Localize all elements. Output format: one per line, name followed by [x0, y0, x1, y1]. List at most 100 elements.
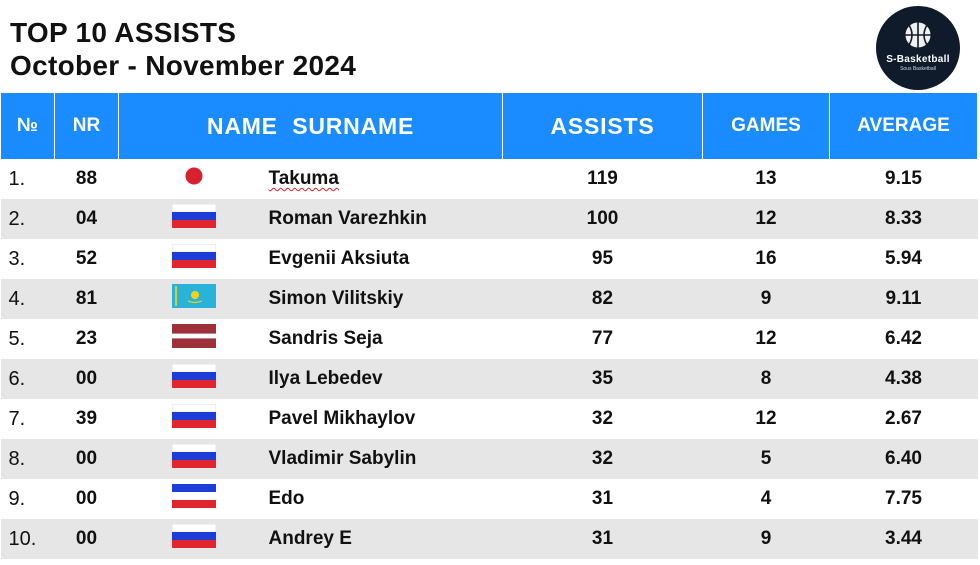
table-row: 6. 00 Ilya Lebedev 35 8 4.38 — [0, 359, 978, 399]
jersey-number-cell: 23 — [75, 328, 98, 349]
header-nr: NR — [54, 93, 119, 159]
player-name: Ilya Lebedev — [268, 368, 383, 389]
rank-cell: 10. — [0, 519, 55, 559]
jersey-number-cell: 81 — [54, 279, 119, 319]
jersey-number-cell: 00 — [54, 439, 119, 479]
jersey-number-cell: 39 — [75, 408, 98, 429]
assists-cell: 100 — [502, 199, 703, 239]
header-average: AVERAGE — [829, 93, 978, 159]
russia-flag-icon — [171, 203, 216, 234]
average-cell: 6.40 — [829, 439, 978, 479]
russia-flag-icon — [171, 443, 216, 474]
table-row: 10. 00 Andrey E 31 9 3.44 — [0, 519, 978, 559]
table-row: 3. 52 Evgenii Aksiuta 95 16 5.94 — [1, 239, 978, 279]
games-cell: 8 — [702, 359, 830, 399]
average-cell: 8.33 — [829, 199, 978, 239]
player-cell: Takuma — [119, 159, 503, 199]
table-header-row: № NR NAME SURNAME ASSISTS GAMES AVERAGE — [0, 93, 978, 159]
table-row: 2. 04 Roman Varezhkin 100 12 8.33 — [0, 199, 978, 239]
assists-cell: 32 — [591, 408, 614, 429]
player-name: Takuma — [268, 168, 339, 189]
jersey-number-cell: 52 — [75, 248, 98, 269]
assists-cell: 31 — [502, 519, 703, 559]
assists-table: № NR NAME SURNAME ASSISTS GAMES AVERAGE … — [0, 93, 978, 559]
player-name: Andrey E — [268, 528, 352, 549]
header-name: NAME SURNAME — [118, 93, 503, 159]
jersey-number-cell: 00 — [54, 519, 119, 559]
logo-subtitle: Sous Basketball — [900, 66, 936, 72]
average-cell: 9.11 — [829, 279, 978, 319]
header-games: GAMES — [702, 93, 830, 159]
player-cell: Pavel Mikhaylov — [119, 399, 503, 439]
table-row: 9. 00 Edo 31 4 7.75 — [1, 479, 978, 519]
player-name: Roman Varezhkin — [268, 208, 427, 229]
assists-cell: 31 — [591, 488, 614, 509]
assists-cell: 35 — [502, 359, 703, 399]
average-cell: 5.94 — [885, 248, 922, 269]
player-name: Vladimir Sabylin — [268, 448, 417, 469]
rank-cell: 7. — [8, 407, 26, 430]
russia-flag-icon — [171, 363, 216, 394]
latvia-flag-icon — [171, 324, 216, 354]
rank-cell: 8. — [0, 439, 55, 479]
header-assists: ASSISTS — [502, 93, 703, 159]
player-name: Evgenii Aksiuta — [268, 248, 410, 269]
brand-logo: S-Basketball Sous Basketball — [876, 6, 960, 90]
player-name: Sandris Seja — [268, 328, 383, 349]
japan-flag-icon — [185, 167, 203, 191]
rank-cell: 2. — [0, 199, 55, 239]
russia-flag-icon — [171, 403, 216, 434]
player-name: Simon Vilitskiy — [268, 288, 404, 309]
table-row: 5. 23 Sandris Seja 77 12 6.42 — [1, 319, 978, 359]
assists-cell: 82 — [502, 279, 703, 319]
games-cell: 5 — [702, 439, 830, 479]
rank-cell: 1. — [8, 167, 26, 190]
games-cell: 13 — [755, 168, 777, 189]
games-cell: 9 — [702, 279, 830, 319]
games-cell: 12 — [755, 328, 777, 349]
rank-cell: 3. — [8, 247, 26, 270]
average-cell: 9.15 — [885, 168, 922, 189]
basketball-icon — [904, 21, 932, 49]
games-cell: 16 — [755, 248, 777, 269]
average-cell: 7.75 — [885, 488, 922, 509]
average-cell: 3.44 — [829, 519, 978, 559]
assists-cell: 32 — [502, 439, 703, 479]
assists-cell: 119 — [587, 168, 618, 189]
player-cell: Sandris Seja — [119, 319, 503, 359]
table-row: 4. 81 Simon Vilitskiy 82 9 9.11 — [0, 279, 978, 319]
player-name: Pavel Mikhaylov — [268, 408, 416, 429]
jersey-number-cell: 88 — [75, 168, 98, 189]
serbia-flag-icon — [171, 484, 216, 514]
rank-cell: 5. — [8, 327, 26, 350]
table-row: 8. 00 Vladimir Sabylin 32 5 6.40 — [0, 439, 978, 479]
russia-flag-icon — [171, 243, 216, 274]
games-cell: 4 — [760, 488, 772, 509]
player-name: Edo — [268, 488, 305, 509]
jersey-number-cell: 00 — [75, 488, 98, 509]
average-cell: 2.67 — [885, 408, 922, 429]
player-cell: Andrey E — [118, 519, 503, 559]
table-row: 7. 39 Pavel Mikhaylov 32 12 2.67 — [1, 399, 978, 439]
player-cell: Edo — [119, 479, 503, 519]
rank-cell: 4. — [0, 279, 55, 319]
rank-cell: 6. — [0, 359, 55, 399]
games-cell: 12 — [755, 408, 777, 429]
russia-flag-icon — [171, 523, 216, 554]
kazakhstan-flag-icon — [171, 284, 216, 314]
player-cell: Roman Varezhkin — [118, 199, 503, 239]
title-block: TOP 10 ASSISTS October - November 2024 — [10, 16, 356, 82]
header-no: № — [0, 93, 55, 159]
games-cell: 12 — [702, 199, 830, 239]
player-cell: Ilya Lebedev — [118, 359, 503, 399]
jersey-number-cell: 04 — [54, 199, 119, 239]
average-cell: 6.42 — [885, 328, 922, 349]
jersey-number-cell: 00 — [54, 359, 119, 399]
page-title: TOP 10 ASSISTS — [10, 17, 237, 48]
average-cell: 4.38 — [829, 359, 978, 399]
player-cell: Vladimir Sabylin — [118, 439, 503, 479]
assists-cell: 77 — [591, 328, 614, 349]
assists-cell: 95 — [591, 248, 614, 269]
player-cell: Simon Vilitskiy — [118, 279, 503, 319]
player-cell: Evgenii Aksiuta — [119, 239, 503, 279]
